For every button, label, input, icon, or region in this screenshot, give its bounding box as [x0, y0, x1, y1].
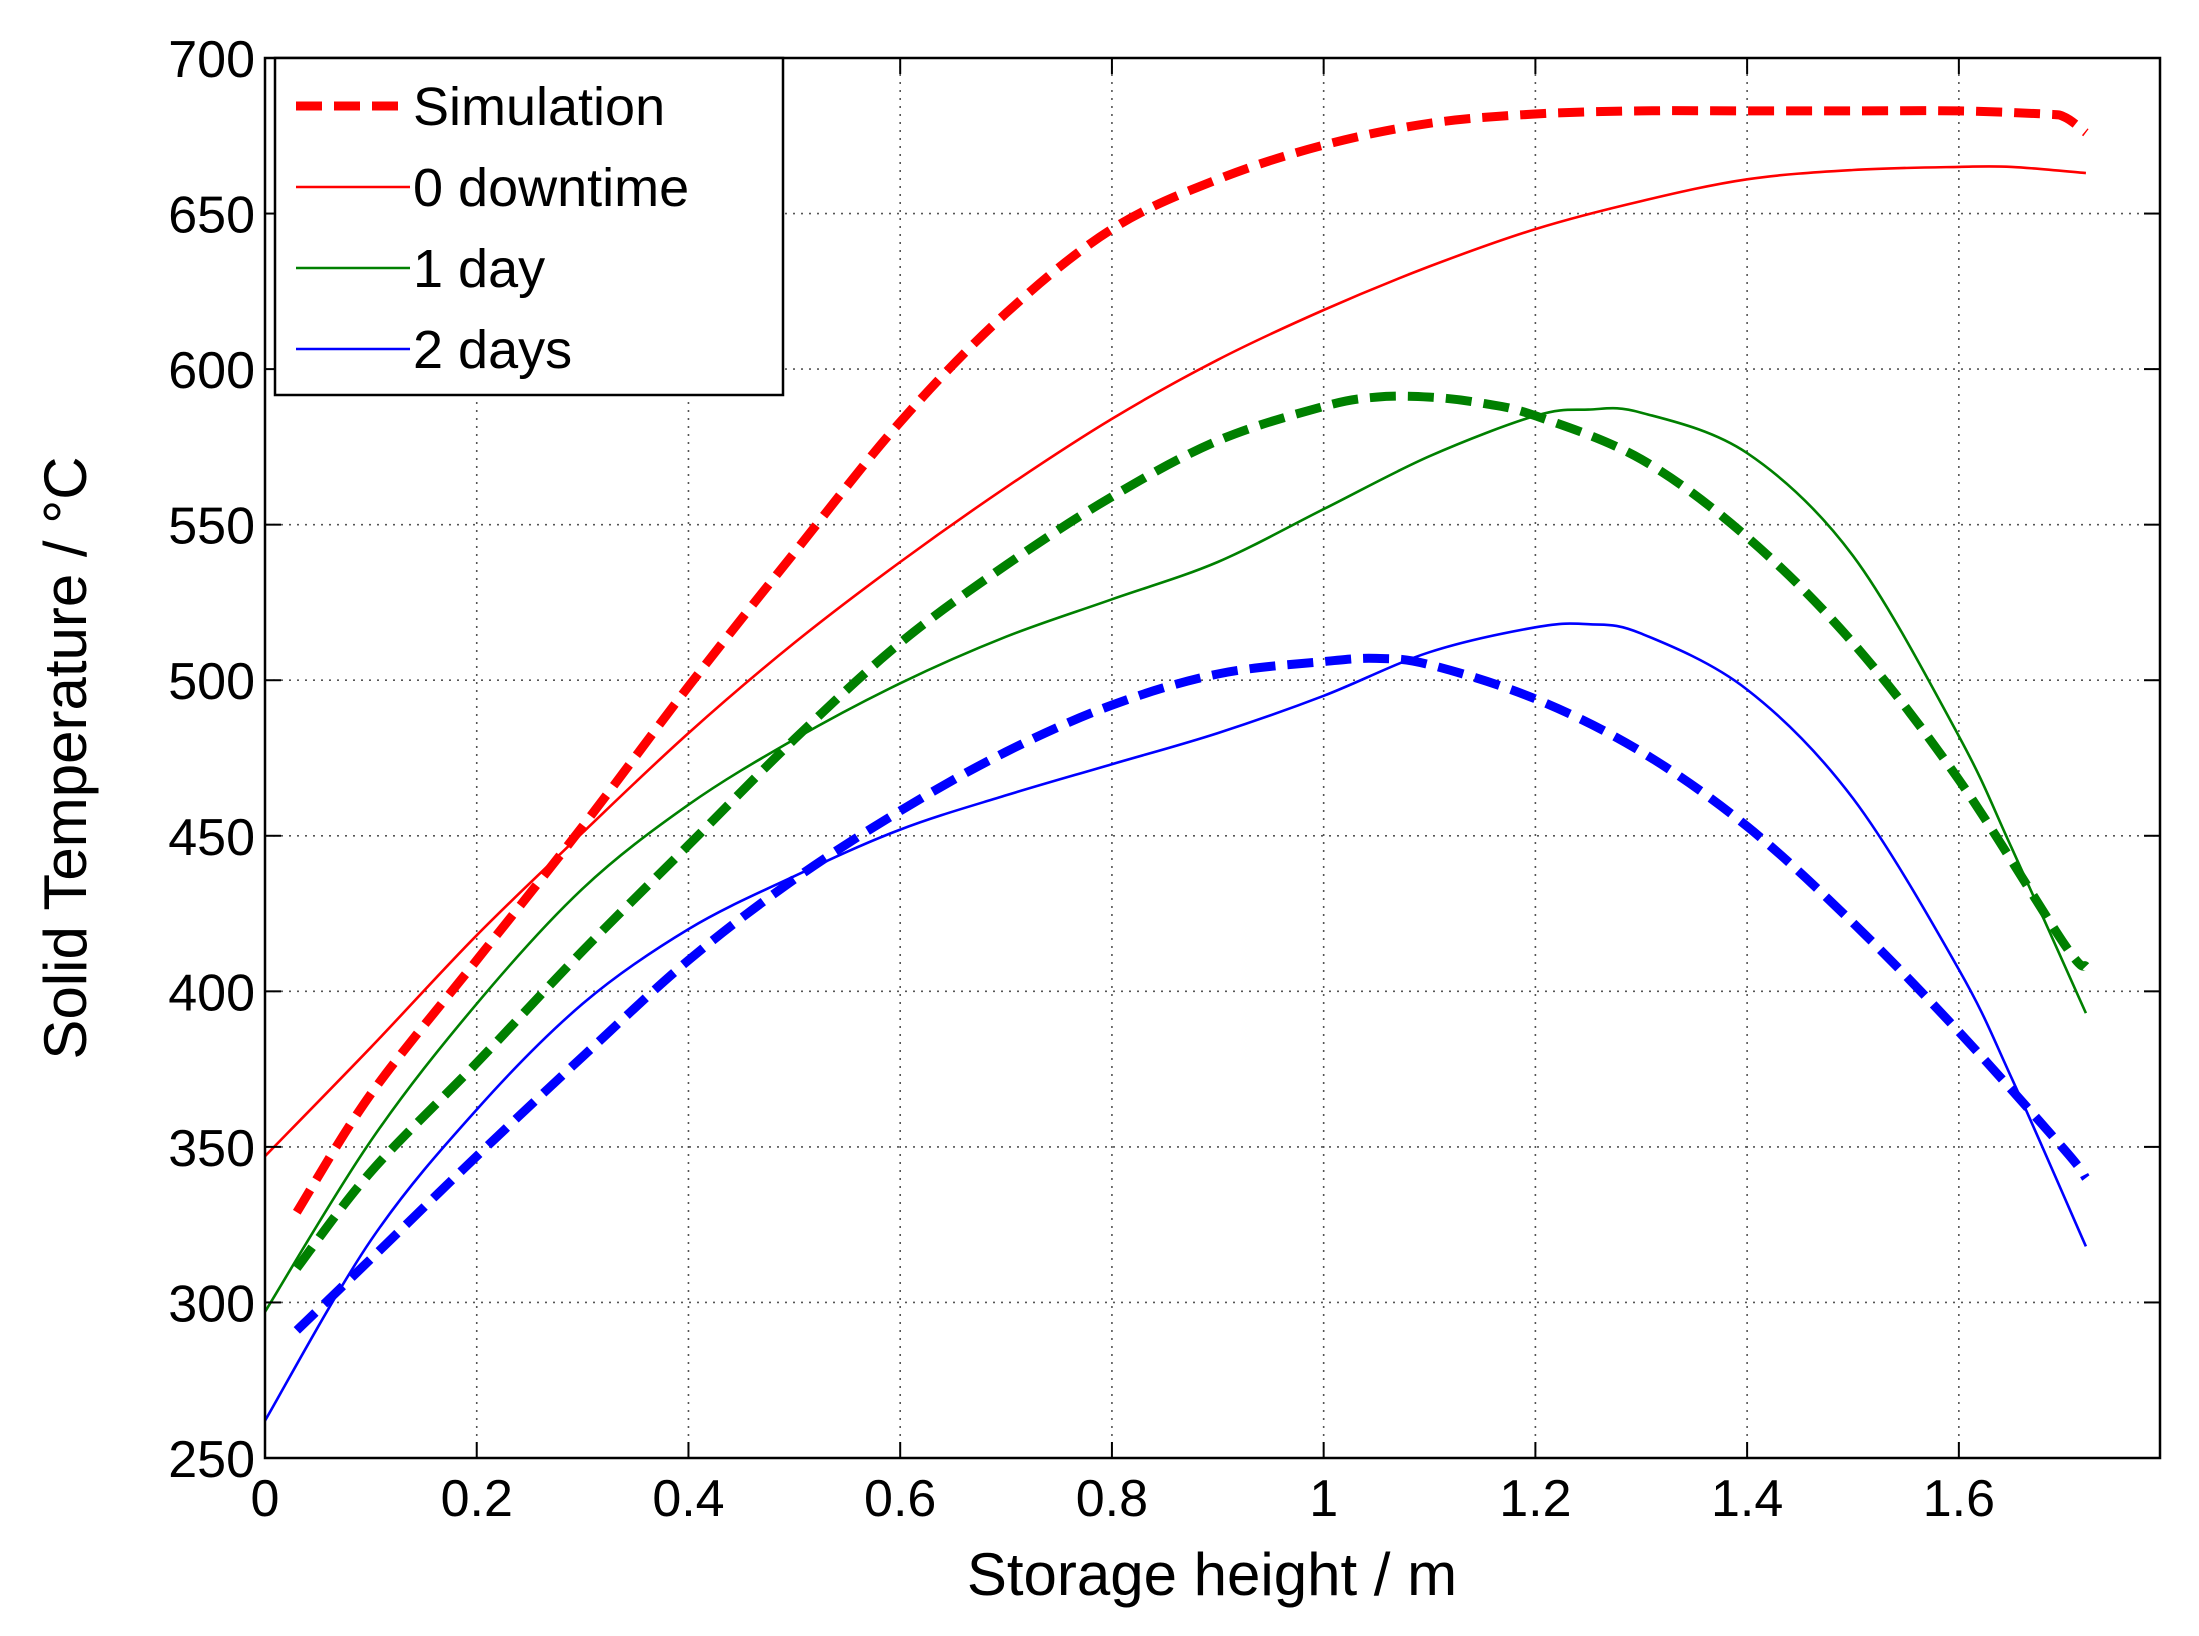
- legend-label: 0 downtime: [413, 158, 689, 218]
- y-tick-label: 500: [168, 653, 255, 711]
- legend: Simulation 0 downtime 1 day 2 days: [273, 56, 785, 397]
- y-tick-label: 550: [168, 498, 255, 556]
- series-line-2-days: [263, 622, 2088, 1422]
- x-tick-label: 1: [1309, 1470, 1338, 1528]
- y-axis-label: Solid Temperature / °C: [32, 456, 99, 1059]
- y-tick-label: 450: [168, 809, 255, 867]
- x-tick-label: 1.4: [1711, 1470, 1783, 1528]
- legend-label: 2 days: [413, 320, 572, 380]
- x-tick-label: 0: [251, 1470, 280, 1528]
- x-tick-label: 0.4: [652, 1470, 724, 1528]
- x-tick-label: 1.6: [1923, 1470, 1995, 1528]
- x-tick-label: 1.2: [1499, 1470, 1571, 1528]
- y-tick-label: 650: [168, 187, 255, 245]
- series-line-1-day: [263, 406, 2088, 1313]
- legend-label: 1 day: [413, 239, 545, 299]
- series-line-simulation-2-days: [293, 653, 2090, 1334]
- x-axis-label: Storage height / m: [967, 1541, 1457, 1608]
- series-group: [263, 106, 2090, 1422]
- y-tick-labels: 250 300 350 400 450 500 550 600 650 700: [168, 31, 255, 1489]
- axis-ticks: [264, 57, 2160, 1459]
- y-tick-label: 300: [168, 1275, 255, 1333]
- y-tick-label: 250: [168, 1431, 255, 1489]
- series-line-simulation-0-downtime: [292, 106, 2089, 1215]
- plot-frame: [263, 56, 2162, 1460]
- y-tick-label: 600: [168, 342, 255, 400]
- x-tick-labels: 0 0.2 0.4 0.6 0.8 1 1.2 1.4 1.6: [251, 1470, 1995, 1528]
- legend-box: [273, 56, 785, 397]
- legend-items: Simulation 0 downtime 1 day 2 days: [296, 77, 689, 380]
- x-tick-label: 0.6: [864, 1470, 936, 1528]
- y-tick-label: 350: [168, 1120, 255, 1178]
- legend-label: Simulation: [413, 77, 665, 137]
- series-line-simulation-1-day: [293, 391, 2090, 1271]
- y-tick-label: 400: [168, 964, 255, 1022]
- y-tick-label: 700: [168, 31, 255, 89]
- x-tick-label: 0.2: [441, 1470, 513, 1528]
- x-tick-label: 0.8: [1076, 1470, 1148, 1528]
